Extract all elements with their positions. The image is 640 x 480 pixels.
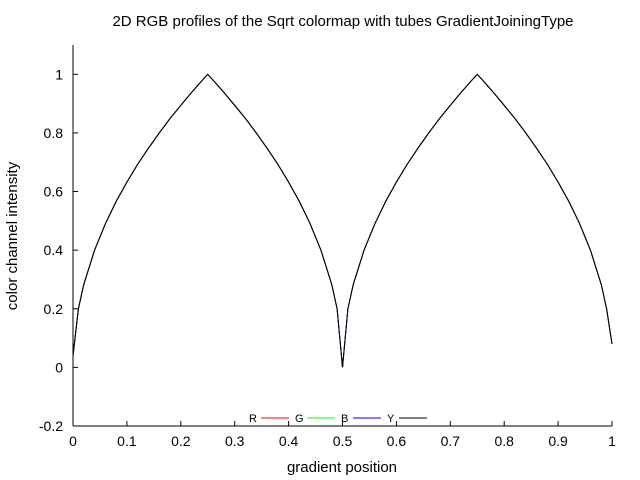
x-tick-label: 0.9 xyxy=(548,433,568,449)
y-axis-label: color channel intensity xyxy=(4,161,21,310)
legend-label: R xyxy=(249,413,257,425)
y-tick-label: 0 xyxy=(55,359,63,375)
chart-title: 2D RGB profiles of the Sqrt colormap wit… xyxy=(112,13,573,30)
y-tick-label: 0.2 xyxy=(44,301,64,317)
y-ticks: -0.2 0 0.2 0.4 0.6 0.8 1 xyxy=(39,66,78,434)
x-tick-label: 0.3 xyxy=(225,433,245,449)
series-layer xyxy=(72,73,613,368)
x-tick-label: 1 xyxy=(608,433,616,449)
y-tick-label: 0.8 xyxy=(44,125,64,141)
x-tick-label: 0.6 xyxy=(387,433,407,449)
series-line-g xyxy=(72,73,613,368)
x-tick-label: 0.8 xyxy=(494,433,514,449)
plot-area: 0 0.1 0.2 0.3 0.4 0.5 0.6 0.7 0.8 0.9 1 -0.2 0 0.2 0.… xyxy=(39,45,616,449)
series-line-y xyxy=(72,73,613,368)
y-tick-label: 1 xyxy=(55,66,63,82)
y-tick-label: 0.4 xyxy=(44,242,64,258)
series-line-b xyxy=(72,73,613,368)
x-ticks: 0 0.1 0.2 0.3 0.4 0.5 0.6 0.7 0.8 0.9 1 xyxy=(69,421,616,449)
y-tick-label: 0.6 xyxy=(44,184,64,200)
legend-label: Y xyxy=(387,413,395,425)
x-tick-label: 0.4 xyxy=(279,433,299,449)
x-tick-label: 0.7 xyxy=(441,433,461,449)
legend-label: B xyxy=(341,413,348,425)
x-tick-label: 0.2 xyxy=(171,433,191,449)
y-tick-label: -0.2 xyxy=(39,418,63,434)
x-axis-label: gradient position xyxy=(287,459,397,476)
series-line-r xyxy=(72,73,613,368)
x-tick-label: 0 xyxy=(69,433,77,449)
x-tick-label: 0.1 xyxy=(117,433,137,449)
x-tick-label: 0.5 xyxy=(333,433,353,449)
legend-label: G xyxy=(295,413,304,425)
